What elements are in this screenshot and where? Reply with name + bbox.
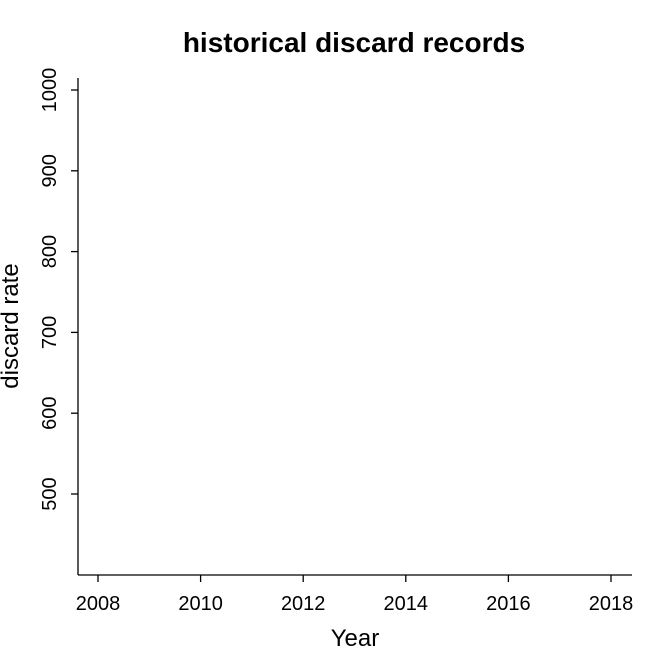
y-tick-label: 700: [39, 316, 61, 349]
x-tick-label: 2008: [76, 593, 121, 615]
y-axis-label: discard rate: [0, 263, 24, 388]
x-axis-label: Year: [331, 625, 380, 652]
y-axis-ticks: 500 600 700 800 900 1000: [39, 68, 78, 511]
y-tick-label: 900: [39, 154, 61, 187]
x-tick-label: 2018: [589, 593, 634, 615]
chart-title: historical discard records: [183, 27, 525, 58]
y-tick-label: 800: [39, 235, 61, 268]
y-tick-label: 500: [39, 477, 61, 510]
x-tick-label: 2016: [486, 593, 531, 615]
y-tick-label: 600: [39, 397, 61, 430]
x-tick-label: 2014: [384, 593, 429, 615]
y-tick-label: 1000: [39, 68, 61, 113]
x-tick-label: 2010: [178, 593, 223, 615]
x-axis-ticks: 2008 2010 2012 2014 2016 2018: [76, 575, 634, 615]
x-tick-label: 2012: [281, 593, 326, 615]
